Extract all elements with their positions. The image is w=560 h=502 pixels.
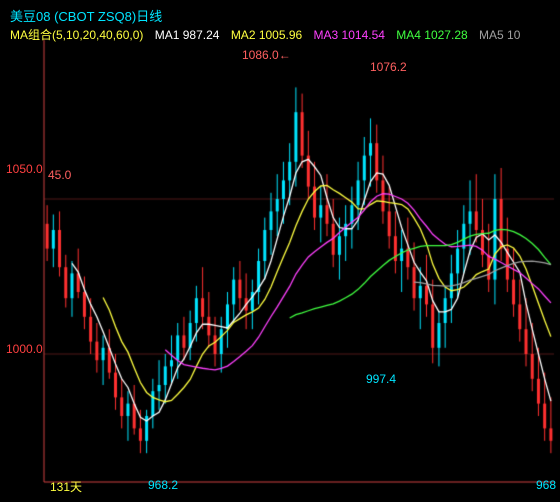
ma-legend-1: MA1 987.24 [155,28,220,42]
ma-legend-params: MA组合(5,10,20,40,60,0) [10,28,143,42]
ma-legend-3: MA3 1014.54 [314,28,385,42]
title-main: 美豆08 [10,9,50,24]
ann-high-1076: 1076.2 [370,60,407,74]
ann-left-val: 45.0 [48,168,71,182]
ma-legend-4: MA4 1027.28 [396,28,467,42]
title-sub: (CBOT ZSQ8)日线 [54,9,162,24]
candlestick-canvas [0,0,560,502]
ann-high-1086: 1086.0← [242,48,291,62]
ann-low-968l: 968.2 [148,478,178,492]
ytick-1000: 1000.0 [6,342,43,356]
ma-legend-5: MA5 10 [479,28,520,42]
ma-legend: MA组合(5,10,20,40,60,0) MA1 987.24 MA2 100… [10,26,528,43]
chart-title: 美豆08 (CBOT ZSQ8)日线 [10,6,162,25]
ann-low-968r: 968 [536,478,556,492]
ann-low-997: 997.4 [366,372,396,386]
ann-days: 131天 [50,478,82,495]
ma-legend-2: MA2 1005.96 [231,28,302,42]
ytick-1050: 1050.0 [6,162,43,176]
chart-container: 美豆08 (CBOT ZSQ8)日线 MA组合(5,10,20,40,60,0)… [0,0,560,502]
